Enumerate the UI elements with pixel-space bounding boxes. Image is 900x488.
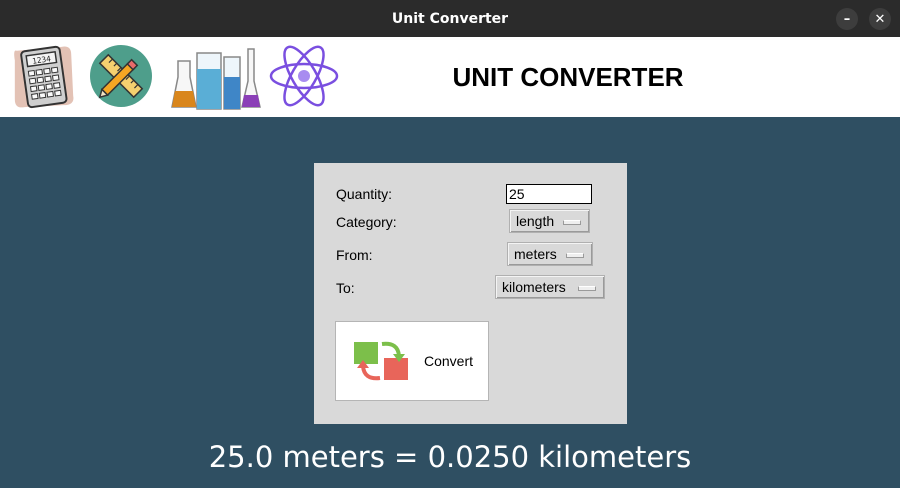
ruler-pencil-icon xyxy=(90,45,152,107)
quantity-label: Quantity: xyxy=(336,186,393,202)
calculator-display: 1234 xyxy=(32,54,52,66)
convert-button[interactable]: Convert xyxy=(335,321,489,401)
window-title: Unit Converter xyxy=(391,10,509,27)
app-heading: UNIT CONVERTER xyxy=(452,61,684,92)
category-select-value: length xyxy=(516,213,555,229)
minimize-icon: – xyxy=(843,11,851,27)
convert-button-label: Convert xyxy=(424,353,474,369)
header-banner: 1234 xyxy=(0,37,900,117)
convert-arrows-icon xyxy=(354,341,408,381)
dropdown-indicator-icon xyxy=(566,253,584,258)
close-icon: ✕ xyxy=(874,11,886,27)
dropdown-indicator-icon xyxy=(563,220,581,225)
conversion-result: 25.0 meters = 0.0250 kilometers xyxy=(208,440,692,474)
to-label: To: xyxy=(336,280,355,296)
from-label: From: xyxy=(336,247,373,263)
calculator-icon: 1234 xyxy=(14,45,74,109)
category-label: Category: xyxy=(336,214,397,230)
close-button[interactable]: ✕ xyxy=(869,8,891,30)
dropdown-indicator-icon xyxy=(578,286,596,291)
atom-icon xyxy=(269,45,339,107)
window-titlebar: Unit Converter – ✕ xyxy=(0,0,900,37)
from-unit-value: meters xyxy=(514,246,557,262)
quantity-input[interactable] xyxy=(506,184,592,204)
lab-flasks-icon xyxy=(171,48,261,110)
from-unit-select[interactable]: meters xyxy=(507,242,593,266)
minimize-button[interactable]: – xyxy=(836,8,858,30)
to-unit-value: kilometers xyxy=(502,279,566,295)
category-select[interactable]: length xyxy=(509,209,590,233)
to-unit-select[interactable]: kilometers xyxy=(495,275,605,299)
converter-panel: Quantity: Category: length From: meters … xyxy=(314,163,627,424)
